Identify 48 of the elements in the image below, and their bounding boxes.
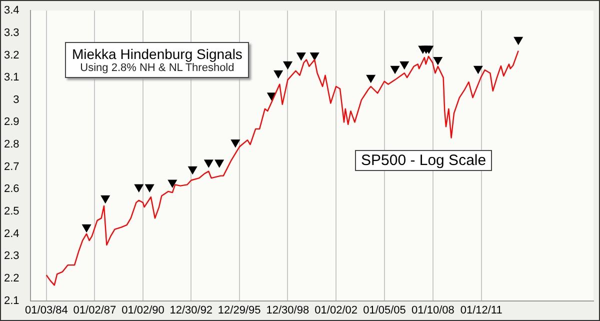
y-tick-label: 2.5: [4, 206, 20, 218]
y-tick-label: 2.7: [4, 160, 20, 173]
y-tick-label: 2.9: [4, 116, 20, 128]
y-tick-label: 3: [13, 94, 20, 106]
text: Miekka Hindenburg Signals: [72, 46, 242, 62]
y-tick-label: 2.3: [4, 250, 20, 262]
x-tick-label: 01/02/90: [122, 304, 164, 316]
point: [296, 52, 306, 60]
x-tick-label: 01/02/02: [314, 304, 358, 316]
x-tick-label: 12/29/95: [218, 304, 261, 316]
x-tick-label: 01/10/08: [412, 304, 454, 316]
y-tick-label: 2.8: [4, 138, 20, 151]
y-tick-label: 3.4: [4, 4, 20, 17]
point: [310, 52, 319, 60]
y-tick-label: 2.6: [4, 183, 20, 196]
point: [82, 224, 91, 232]
point: [434, 56, 442, 65]
y-tick-label: 2.2: [4, 272, 20, 285]
x-tick-label: 12/30/92: [170, 304, 213, 316]
x-tick-label: 01/12/11: [460, 304, 502, 316]
y-tick-label: 2.4: [4, 228, 20, 240]
point: [274, 70, 283, 78]
point: [366, 74, 376, 83]
point: [400, 61, 409, 70]
y-tick-label: 3.1: [4, 72, 20, 84]
text: Using 2.8% NH & NL Threshold: [79, 62, 236, 74]
point: [145, 184, 154, 192]
annotation: SP500 - Log Scale: [355, 150, 492, 171]
point: [267, 92, 276, 100]
point: [514, 36, 523, 45]
point: [204, 160, 214, 168]
point: [424, 46, 434, 54]
point: [214, 160, 224, 168]
y-tick-label: 2.1: [4, 294, 20, 307]
point: [134, 184, 144, 192]
y-tick-label: 3.2: [4, 49, 20, 62]
point: [188, 166, 197, 174]
point: [390, 66, 400, 74]
point: [474, 66, 483, 74]
point: [283, 61, 292, 70]
x-tick-label: 01/05/05: [363, 304, 406, 316]
point: [231, 140, 240, 148]
x-tick-label: 01/02/87: [73, 304, 116, 316]
point: [100, 195, 110, 204]
x-tick-label: 12/30/98: [266, 304, 310, 316]
y-tick-label: 3.3: [4, 26, 20, 39]
point: [168, 180, 177, 188]
x-tick-label: 01/03/84: [25, 304, 68, 316]
